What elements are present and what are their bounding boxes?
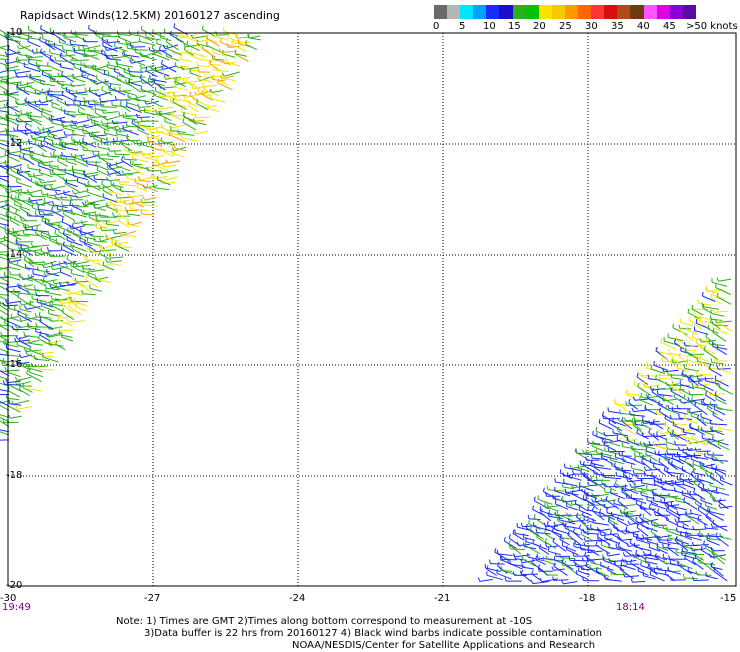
lon-label: -18 [579, 593, 595, 604]
pass-time-east: 18:14 [616, 602, 645, 613]
lat-label: -12 [6, 138, 22, 149]
lon-label: -15 [720, 593, 736, 604]
lon-label: -24 [289, 593, 305, 604]
note-line-1: Note: 1) Times are GMT 2)Times along bot… [116, 616, 532, 628]
lat-label: -20 [6, 580, 22, 591]
lat-label: -10 [6, 27, 22, 38]
grid-lines [8, 33, 736, 586]
note-line-3: NOAA/NESDIS/Center for Satellite Applica… [292, 640, 595, 652]
lon-label: -27 [144, 593, 160, 604]
map-frame [8, 33, 736, 586]
lon-label: -21 [434, 593, 450, 604]
lat-label: -14 [6, 249, 22, 260]
wind-swath-west [0, 23, 261, 440]
lat-label: -16 [6, 359, 22, 370]
lat-label: -18 [6, 470, 22, 481]
note-line-2: 3)Data buffer is 22 hrs from 20160127 4)… [144, 628, 602, 640]
pass-time-west: 19:49 [2, 602, 31, 613]
wind-swath-east [478, 278, 733, 584]
